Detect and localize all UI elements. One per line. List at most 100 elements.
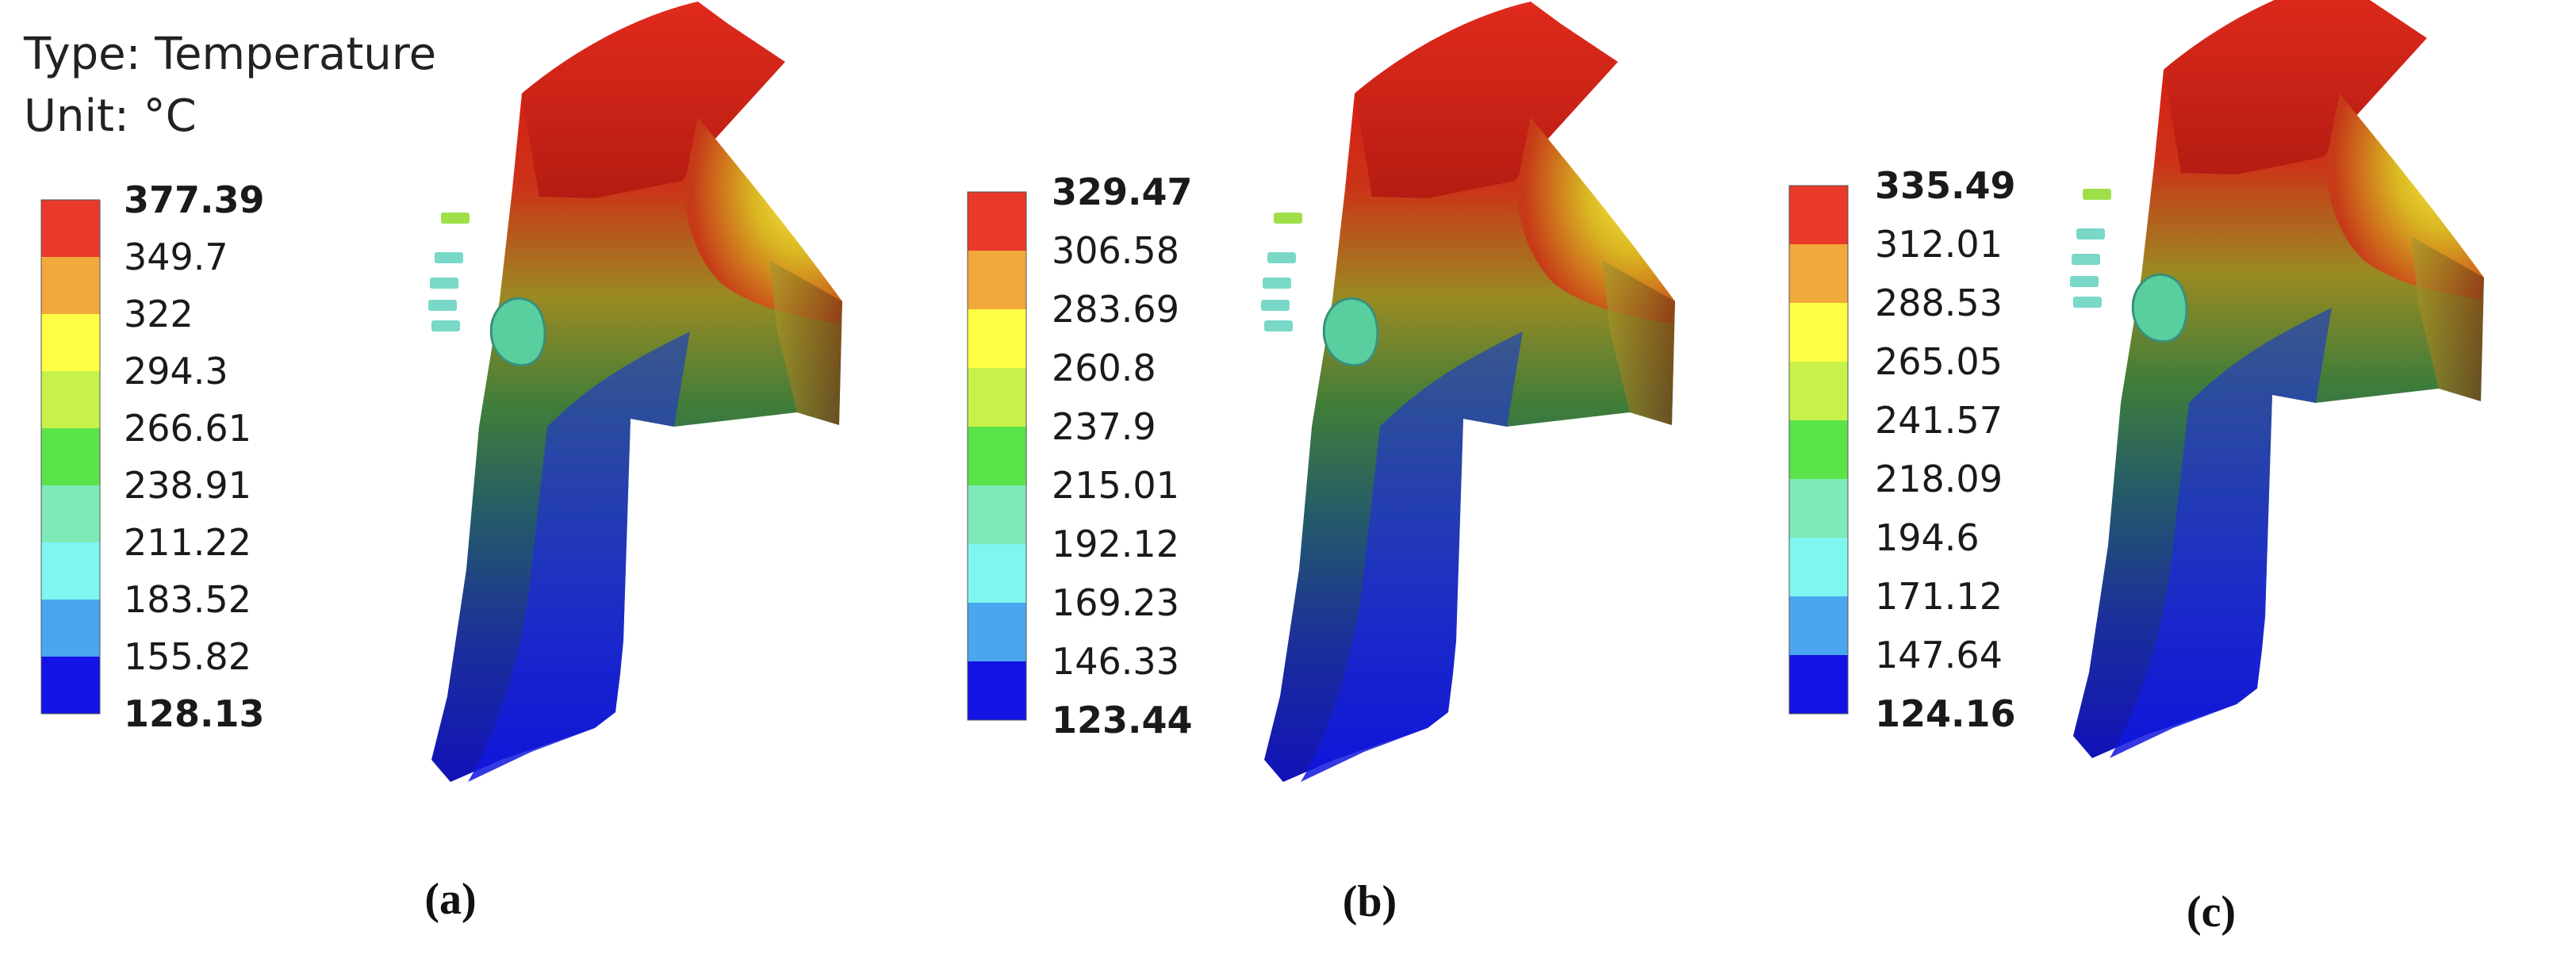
part-side-face: [1264, 89, 1675, 782]
legend-3: 335.49 312.01 288.53 265.05 241.57 218.09 194.…: [1788, 164, 2016, 735]
legend-info: Type: Temperature Unit: °C: [24, 24, 436, 148]
part-ring-groove: [431, 320, 460, 331]
legend-tick-label: 241.57: [1875, 399, 2003, 442]
part-top-rim: [522, 2, 785, 198]
panel-label: (b): [1343, 877, 1397, 926]
part-ring-groove: [1274, 213, 1302, 224]
part-ring-groove: [2072, 254, 2100, 265]
legend-tick-label: 237.9: [1052, 405, 1156, 448]
legend-tick-label: 128.13: [124, 692, 265, 735]
panel-label: (c): [2187, 887, 2236, 937]
legend-swatch: [41, 542, 100, 600]
legend-swatch: [1789, 479, 1848, 538]
part-ring-groove: [1267, 252, 1296, 263]
legend-swatch: [968, 309, 1026, 368]
legend-swatch: [41, 428, 100, 485]
part-ring-groove: [1264, 320, 1293, 331]
piston-part-1: [428, 2, 842, 782]
legend-swatch: [968, 603, 1026, 661]
legend-frame: [40, 199, 101, 715]
part-skirt-surface: [2110, 308, 2332, 758]
legend-swatch: [968, 427, 1026, 485]
part-inner-surface: [684, 117, 842, 324]
panel-label: (a): [424, 875, 476, 924]
legend-tick-label: 294.3: [124, 350, 228, 393]
part-ring-groove: [428, 300, 457, 311]
legend-tick-label: 349.7: [124, 236, 228, 278]
legend-tick-label: 183.52: [124, 578, 251, 621]
legend-swatch: [41, 257, 100, 314]
part-skirt-surface: [1301, 331, 1523, 782]
legend-swatch: [1789, 420, 1848, 479]
legend-swatch: [968, 544, 1026, 603]
part-ring-groove: [2070, 276, 2099, 287]
legend-tick-label: 238.91: [124, 464, 251, 507]
part-pin-hole: [489, 297, 546, 367]
legend-tick-label: 288.53: [1875, 282, 2003, 324]
part-arm-face: [1602, 260, 1675, 425]
legend-tick-label: 329.47: [1052, 171, 1193, 213]
legend-swatch: [968, 251, 1026, 309]
legend-tick-label: 192.12: [1052, 523, 1179, 565]
legend-swatch: [968, 368, 1026, 427]
legend-tick-label: 155.82: [124, 635, 251, 678]
legend-swatch: [41, 600, 100, 657]
piston-part-3: [2070, 0, 2484, 758]
legend-swatch: [41, 657, 100, 714]
legend-swatch: [1789, 596, 1848, 655]
part-ring-groove: [441, 213, 470, 224]
legend-swatch: [1789, 362, 1848, 420]
part-pin-hole: [2131, 273, 2188, 343]
legend-tick-label: 123.44: [1052, 699, 1193, 741]
legend-swatch: [968, 485, 1026, 544]
legend-tick-label: 265.05: [1875, 340, 2003, 383]
legend-tick-label: 169.23: [1052, 581, 1179, 624]
part-ring-groove: [2083, 189, 2111, 200]
part-ring-groove: [2073, 297, 2102, 308]
legend-tick-label: 283.69: [1052, 288, 1179, 331]
type-label: Type: Temperature: [24, 29, 437, 80]
legend-tick-label: 306.58: [1052, 229, 1179, 272]
part-inner-surface: [2325, 94, 2484, 300]
legend-tick-label: 266.61: [124, 407, 251, 450]
legend-tick-label: 211.22: [124, 521, 251, 564]
piston-part-2: [1261, 2, 1675, 782]
legend-swatch: [41, 200, 100, 257]
part-ring-groove: [1263, 278, 1291, 289]
part-skirt-surface: [468, 331, 690, 782]
part-side-face: [431, 89, 842, 782]
legend-swatch: [1789, 186, 1848, 244]
legend-tick-label: 171.12: [1875, 575, 2003, 618]
part-ring-groove: [2076, 228, 2105, 240]
part-top-rim: [2164, 0, 2427, 174]
part-ring-groove: [435, 252, 463, 263]
part-arm-face: [769, 260, 842, 425]
legend-tick-label: 194.6: [1875, 516, 1980, 559]
legend-swatch: [41, 371, 100, 428]
unit-label: Unit: °C: [24, 90, 197, 142]
part-ring-groove: [1261, 300, 1290, 311]
part-arm-face: [2411, 236, 2484, 401]
part-side-face: [2073, 65, 2484, 758]
legend-tick-label: 335.49: [1875, 164, 2016, 207]
legend-swatch: [1789, 303, 1848, 362]
legend-tick-label: 124.16: [1875, 692, 2016, 735]
legend-swatch: [1789, 655, 1848, 714]
legend-tick-label: 260.8: [1052, 347, 1156, 389]
part-top-rim: [1355, 2, 1618, 198]
legend-frame: [967, 191, 1027, 721]
legend-swatch: [1789, 244, 1848, 303]
legend-tick-label: 146.33: [1052, 640, 1179, 683]
legend-1: 377.39 349.7 322 294.3 266.61 238.91 211.22 183…: [40, 178, 265, 735]
legend-tick-label: 218.09: [1875, 458, 2003, 500]
legend-swatch: [41, 314, 100, 371]
legend-2: 329.47 306.58 283.69 260.8 237.9 215.01 192.12…: [967, 171, 1193, 741]
legend-tick-label: 377.39: [124, 178, 265, 221]
part-pin-hole: [1322, 297, 1379, 367]
part-ring-groove: [430, 278, 458, 289]
legend-frame: [1788, 185, 1849, 715]
legend-swatch: [41, 485, 100, 542]
legend-swatch: [968, 192, 1026, 251]
legend-swatch: [968, 661, 1026, 720]
